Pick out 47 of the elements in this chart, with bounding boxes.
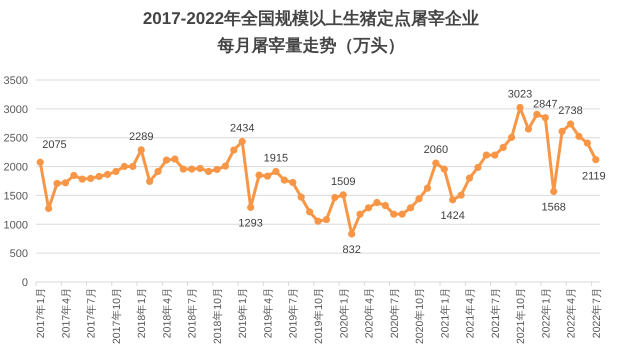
x-tick-label: 2018年4月 [161, 287, 174, 338]
x-tick-label: 2019年10月 [313, 287, 325, 344]
x-tick-label: 2019年7月 [288, 287, 300, 338]
x-tick-label: 2022年4月 [566, 287, 578, 338]
x-tick-label: 2018年7月 [186, 287, 199, 338]
data-label: 2060 [424, 144, 448, 156]
x-tick-label: 2017年7月 [86, 287, 98, 338]
data-label: 3023 [508, 88, 532, 101]
data-label: 2738 [558, 104, 583, 117]
x-tick-label: 2020年10月 [414, 287, 426, 344]
data-label: 832 [342, 244, 361, 256]
x-tick-label: 2019年1月 [237, 287, 250, 338]
data-label: 2847 [533, 98, 558, 111]
y-tick-label: 0 [22, 277, 28, 289]
x-tick-label: 2019年4月 [262, 287, 274, 338]
y-tick-label: 2000 [4, 162, 28, 174]
y-tick-label: 500 [10, 248, 28, 260]
x-tick-label: 2022年1月 [540, 287, 552, 338]
x-tick-label: 2018年1月 [136, 287, 148, 338]
y-tick-label: 1500 [4, 190, 28, 202]
x-tick-label: 2017年4月 [60, 287, 72, 338]
chart-title: 2017-2022年全国规模以上生猪定点屠宰企业 [142, 9, 480, 28]
data-label: 2434 [230, 122, 254, 135]
data-label: 1293 [238, 217, 263, 230]
x-tick-label: 2018年10月 [212, 287, 224, 344]
x-tick-label: 2022年7月 [590, 287, 603, 338]
data-label: 1568 [541, 202, 566, 214]
x-tick-label: 2020年1月 [338, 287, 350, 338]
x-tick-label: 2021年7月 [490, 287, 502, 338]
x-tick-label: 2021年10月 [515, 287, 528, 344]
data-label: 2289 [128, 130, 154, 143]
data-label: 2075 [42, 139, 67, 152]
x-tick-label: 2017年1月 [35, 287, 48, 338]
chart-subtitle: 每月屠宰量走势（万头） [216, 36, 404, 55]
x-tick-label: 2020年7月 [388, 287, 401, 338]
x-tick-label: 2021年1月 [439, 287, 452, 338]
y-tick-label: 3000 [4, 104, 28, 116]
x-tick-label: 2021年4月 [464, 287, 477, 338]
x-tick-label: 2017年10月 [110, 287, 123, 344]
y-tick-label: 1000 [4, 219, 28, 232]
data-label: 1915 [264, 152, 288, 164]
y-tick-label: 2500 [4, 132, 28, 145]
data-label: 1424 [440, 210, 465, 222]
y-tick-label: 3500 [4, 75, 28, 87]
data-label: 2119 [582, 170, 606, 183]
data-label: 1509 [331, 176, 356, 188]
x-tick-label: 2020年4月 [364, 287, 376, 338]
